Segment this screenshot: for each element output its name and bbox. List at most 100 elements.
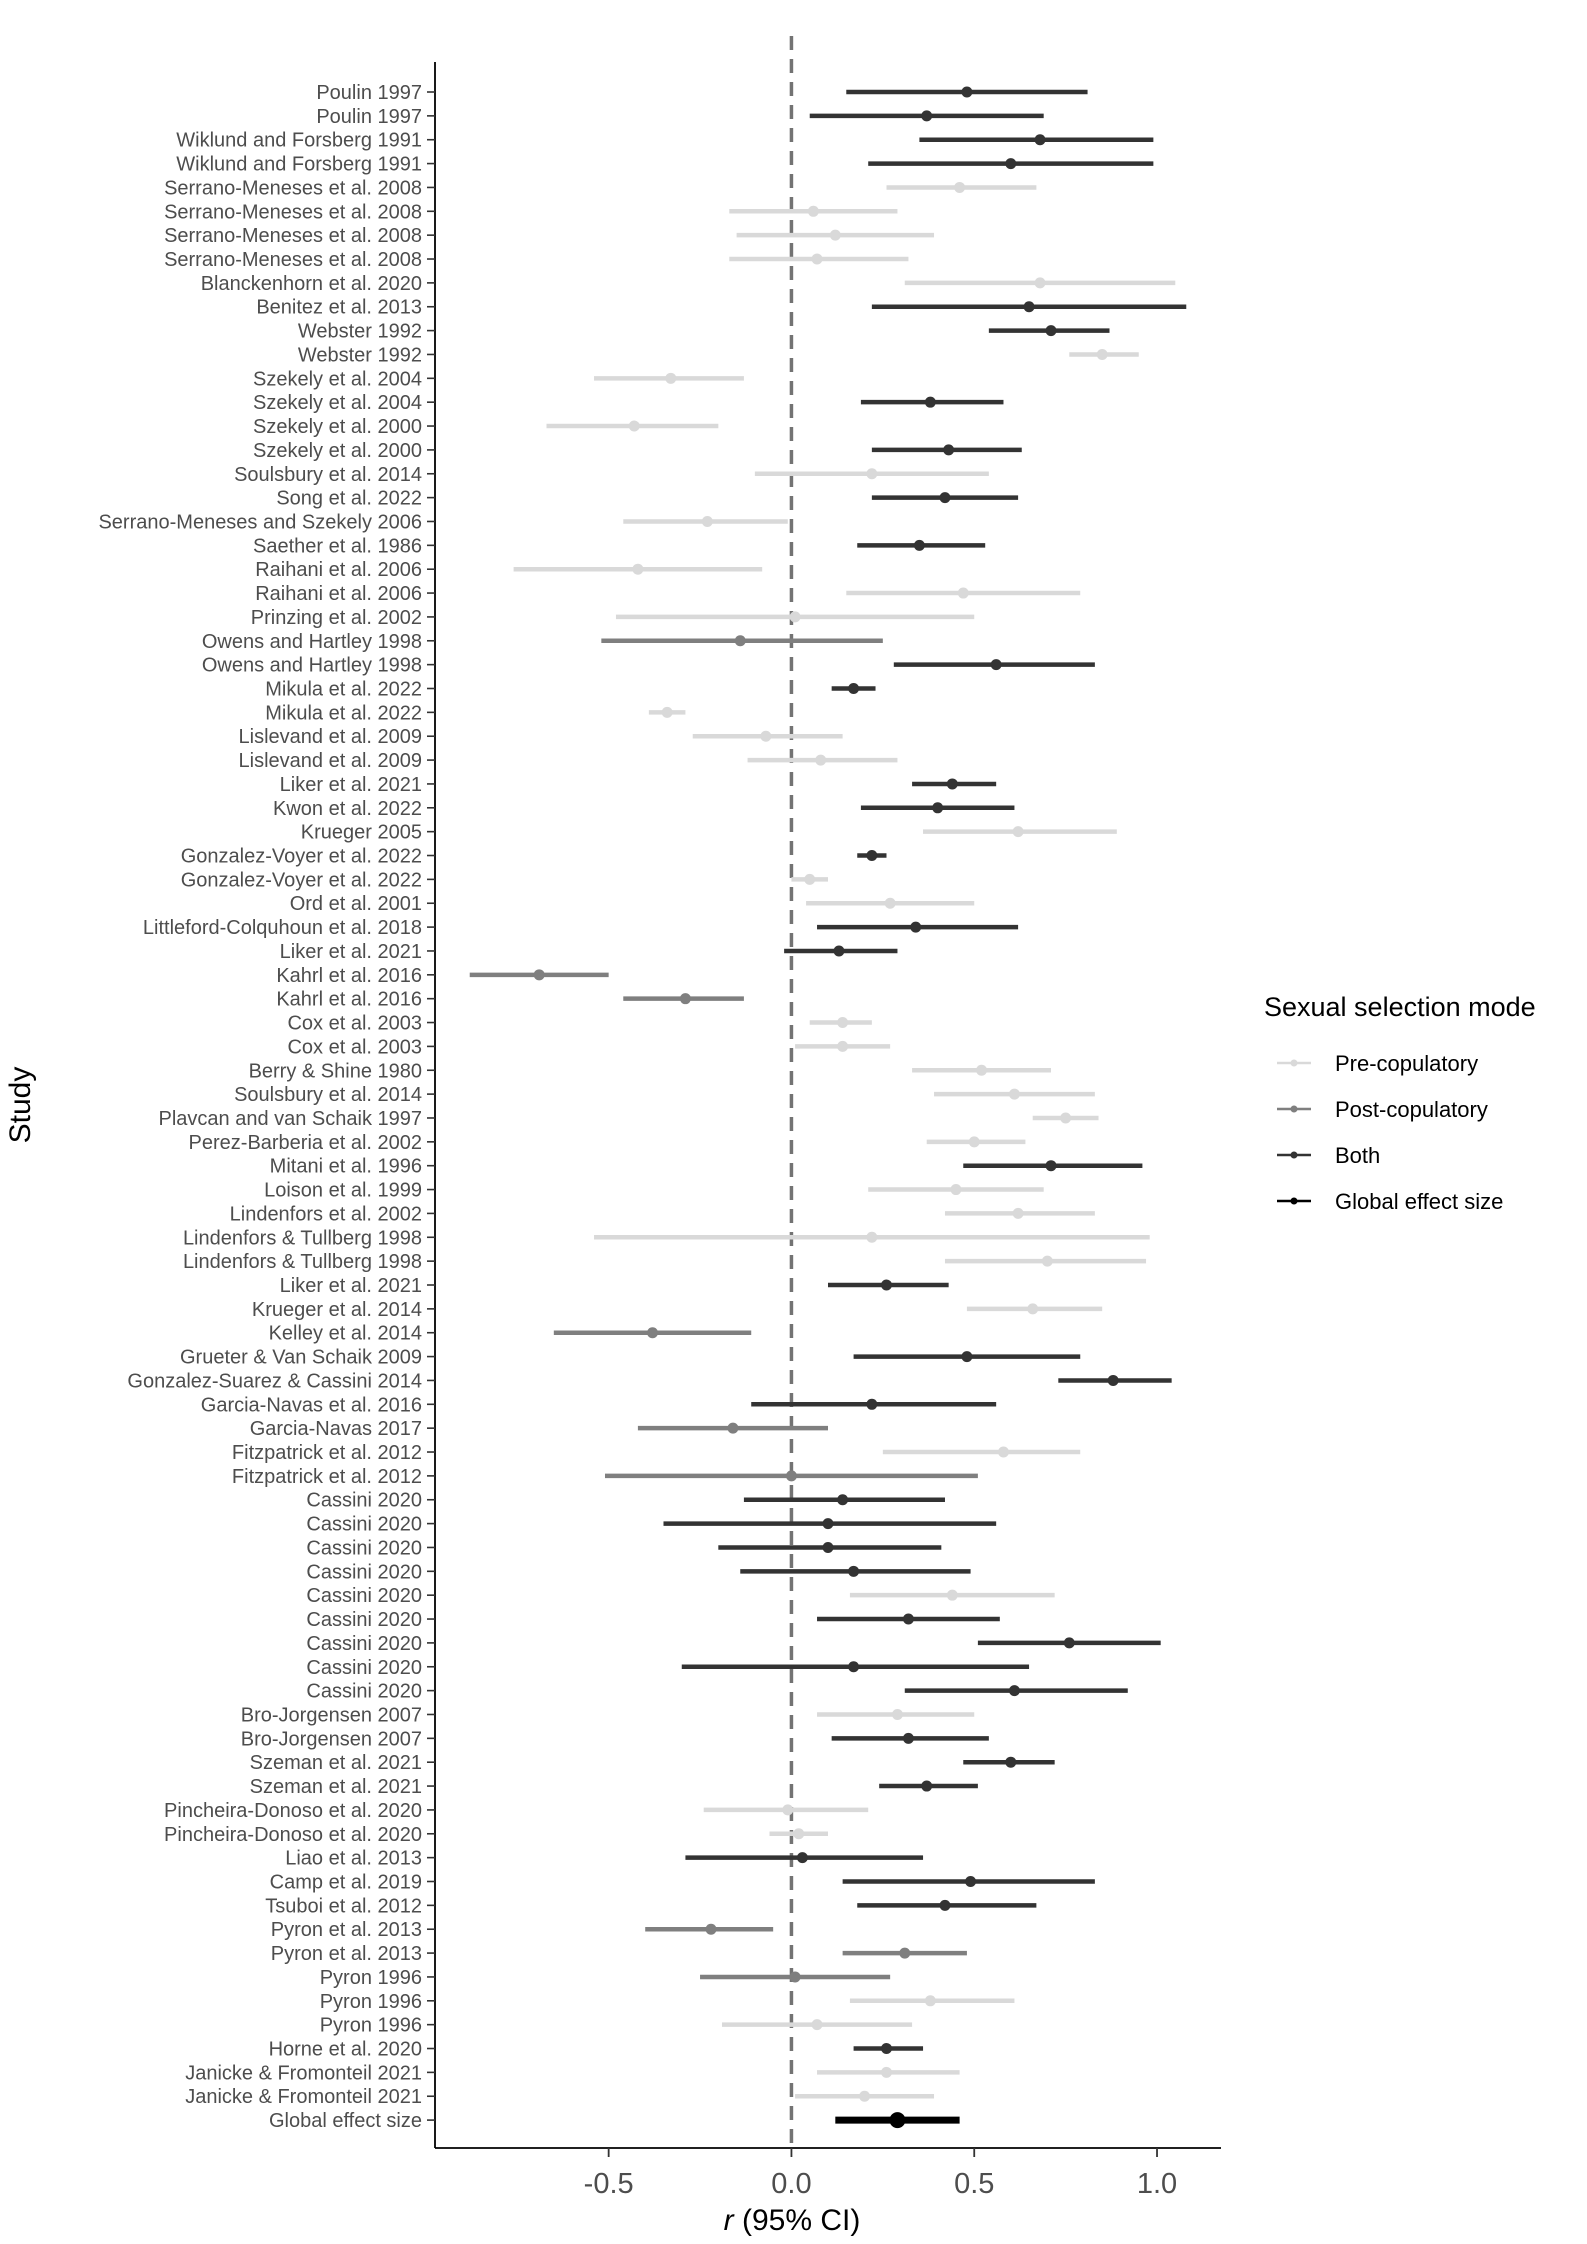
study-label: Cox et al. 2003: [287, 1036, 422, 1058]
study-label: Lindenfors & Tullberg 1998: [183, 1251, 422, 1273]
study-label: Liao et al. 2013: [285, 1848, 422, 1870]
study-label: Mitani et al. 1996: [270, 1156, 422, 1178]
point-estimate: [1034, 277, 1046, 289]
point-estimate: [1034, 134, 1046, 146]
study-label: Benitez et al. 2013: [256, 297, 422, 319]
legend-entry-label: Both: [1335, 1143, 1380, 1168]
legend-key-point: [1290, 1105, 1298, 1113]
point-estimate: [997, 1446, 1009, 1458]
study-label: Janicke & Fromonteil 2021: [185, 2086, 422, 2108]
point-estimate: [924, 1995, 936, 2007]
study-label: Cassini 2020: [306, 1657, 422, 1679]
study-label: Saether et al. 1986: [253, 535, 422, 557]
study-label: Kahrl et al. 2016: [276, 965, 422, 987]
point-estimate: [782, 1804, 794, 1816]
study-label: Raihani et al. 2006: [255, 583, 422, 605]
study-label: Kelley et al. 2014: [269, 1323, 422, 1345]
x-tick-label: 1.0: [1137, 2168, 1177, 2200]
point-estimate: [859, 2090, 871, 2102]
point-estimate: [1027, 1303, 1039, 1315]
point-estimate: [793, 1828, 805, 1840]
point-estimate: [647, 1327, 659, 1339]
legend-entry-label: Global effect size: [1335, 1189, 1503, 1214]
study-label: Berry & Shine 1980: [249, 1060, 422, 1082]
study-label: Plavcan and van Schaik 1997: [158, 1108, 422, 1130]
study-label: Pincheira-Donoso et al. 2020: [164, 1800, 422, 1822]
study-label: Loison et al. 1999: [264, 1180, 422, 1202]
point-estimate: [866, 1398, 878, 1410]
point-estimate: [902, 1732, 914, 1744]
point-estimate: [1045, 325, 1057, 337]
point-estimate: [1060, 1112, 1072, 1124]
point-estimate: [822, 1541, 834, 1553]
point-estimate: [811, 2019, 823, 2031]
point-estimate: [1008, 1685, 1020, 1697]
point-estimate: [796, 1852, 808, 1864]
study-label: Cassini 2020: [306, 1490, 422, 1512]
point-estimate: [891, 1708, 903, 1720]
study-label: Bro-Jorgensen 2007: [241, 1704, 422, 1726]
study-label: Pyron 1996: [320, 2015, 422, 2037]
point-estimate: [921, 1780, 933, 1792]
point-estimate: [822, 1518, 834, 1530]
legend: Sexual selection mode Pre-copulatory Post…: [1264, 992, 1536, 1214]
study-label: Serrano-Meneses et al. 2008: [164, 225, 422, 247]
point-estimate: [990, 659, 1002, 671]
point-estimate: [661, 706, 673, 718]
point-estimate: [705, 1923, 717, 1935]
study-label: Wiklund and Forsberg 1991: [176, 130, 422, 152]
point-estimate: [946, 1589, 958, 1601]
point-estimate: [701, 515, 713, 527]
x-axis-title: r (95% CI): [724, 2204, 861, 2237]
point-estimate: [889, 2112, 906, 2129]
legend-key-point: [1290, 1059, 1298, 1067]
study-label: Cassini 2020: [306, 1681, 422, 1703]
study-label: Raihani et al. 2006: [255, 559, 422, 581]
study-label: Pyron et al. 2013: [271, 1919, 422, 1941]
study-label: Horne et al. 2020: [269, 2039, 422, 2061]
study-label: Cassini 2020: [306, 1585, 422, 1607]
point-estimate: [833, 945, 845, 957]
point-estimate: [884, 897, 896, 909]
point-estimate: [807, 205, 819, 217]
study-label: Lindenfors & Tullberg 1998: [183, 1227, 422, 1249]
study-label: Gonzalez-Voyer et al. 2022: [181, 846, 422, 868]
study-label: Fitzpatrick et al. 2012: [232, 1442, 422, 1464]
point-estimate: [946, 778, 958, 790]
point-estimate: [910, 921, 922, 933]
point-estimate: [837, 1494, 849, 1506]
point-estimate: [804, 873, 816, 885]
point-estimate: [760, 730, 772, 742]
point-estimate: [866, 1231, 878, 1243]
point-estimate: [848, 1565, 860, 1577]
legend-entry-label: Pre-copulatory: [1335, 1051, 1478, 1076]
point-estimate: [815, 754, 827, 766]
study-label: Cassini 2020: [306, 1633, 422, 1655]
point-estimate: [829, 229, 841, 241]
study-label: Cassini 2020: [306, 1537, 422, 1559]
study-label: Pincheira-Donoso et al. 2020: [164, 1824, 422, 1846]
study-label: Janicke & Fromonteil 2021: [185, 2062, 422, 2084]
study-label: Camp et al. 2019: [270, 1872, 422, 1894]
study-label: Gonzalez-Suarez & Cassini 2014: [127, 1370, 422, 1392]
point-estimate: [939, 1899, 951, 1911]
point-estimate: [1063, 1637, 1075, 1649]
point-estimate: [628, 420, 640, 432]
study-label: Pyron 1996: [320, 1967, 422, 1989]
point-estimate: [866, 850, 878, 862]
study-label: Webster 1992: [298, 344, 422, 366]
study-label: Krueger 2005: [301, 822, 422, 844]
point-estimate: [880, 1279, 892, 1291]
point-estimate: [939, 492, 951, 504]
x-axis-title-rest: (95% CI): [734, 2204, 861, 2237]
point-estimate: [785, 1470, 797, 1482]
study-label: Poulin 1997: [316, 82, 422, 104]
point-estimate: [734, 635, 746, 647]
study-label: Mikula et al. 2022: [265, 679, 422, 701]
point-estimate: [961, 86, 973, 98]
x-tick-label: 0.0: [771, 2168, 811, 2200]
point-estimate: [976, 1064, 988, 1076]
point-estimate: [965, 1876, 977, 1887]
study-label: Krueger et al. 2014: [252, 1299, 422, 1321]
